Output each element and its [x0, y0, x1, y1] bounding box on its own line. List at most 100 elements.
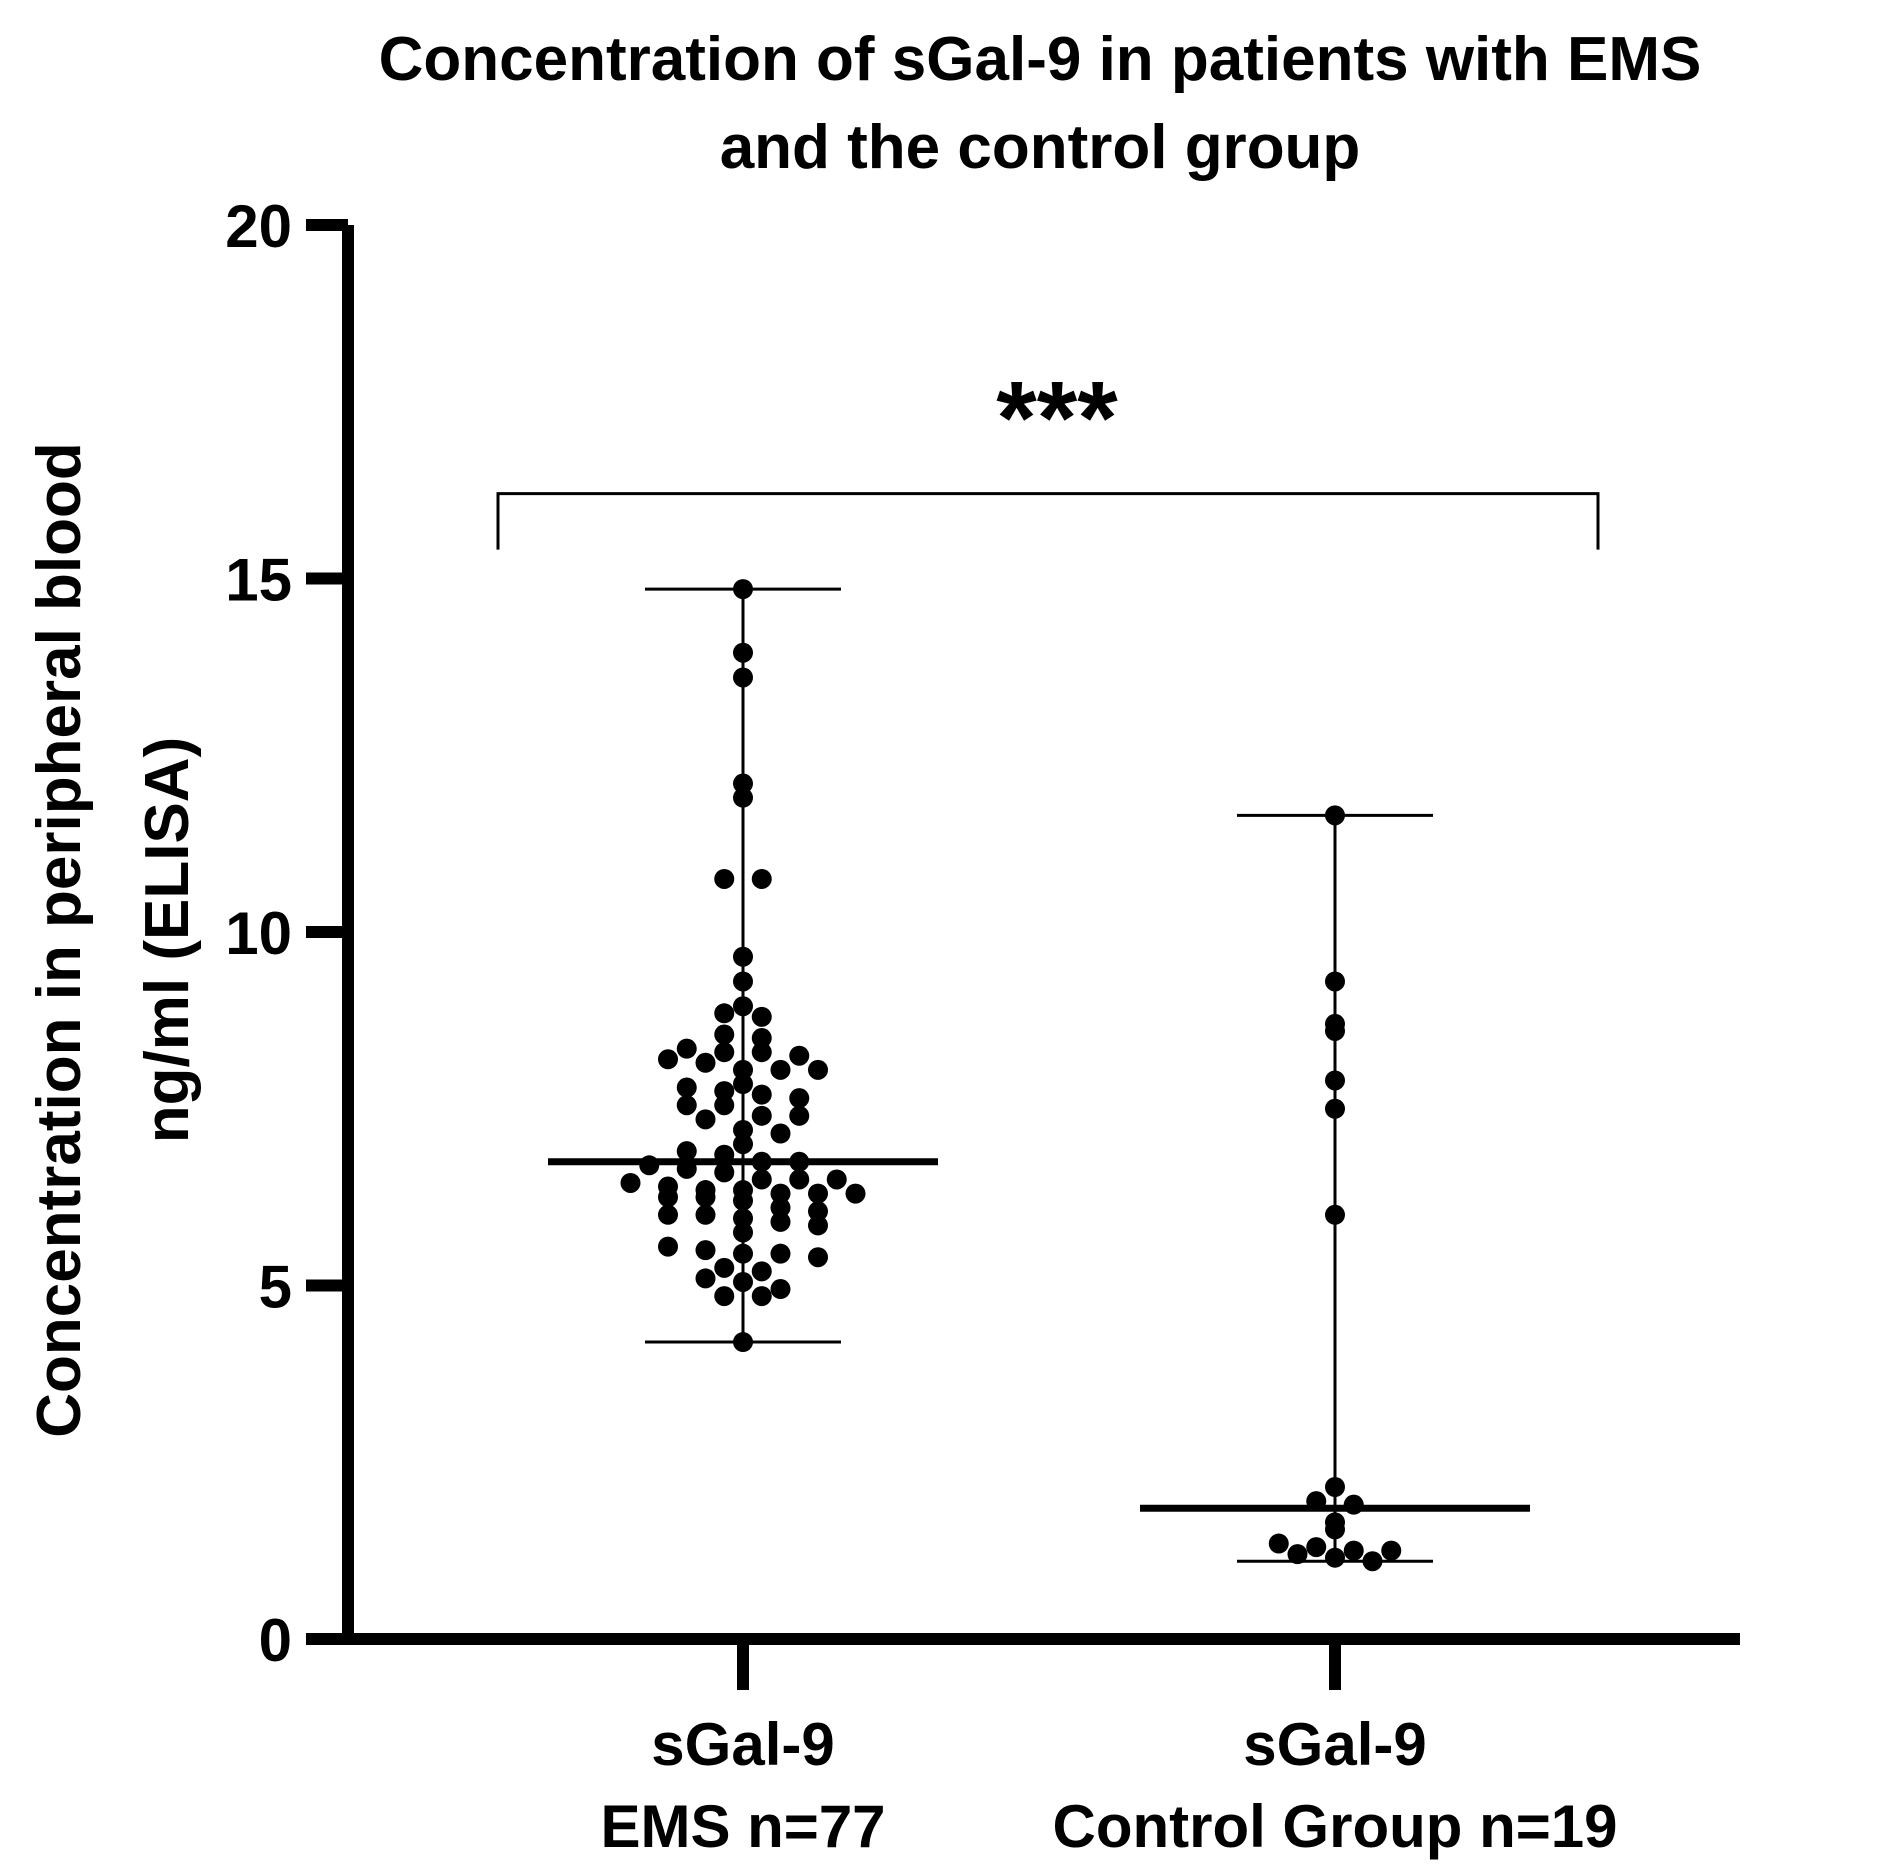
data-point: [751, 1286, 772, 1307]
data-point: [695, 1204, 716, 1225]
data-point: [695, 1052, 716, 1073]
data-point: [733, 773, 753, 794]
data-point: [1325, 1512, 1345, 1533]
data-point: [1325, 1547, 1345, 1568]
data-point: [1287, 1544, 1308, 1565]
x-tick-label: EMS n=77: [600, 1793, 885, 1860]
chart-title-line-1: Concentration of sGal-9 in patients with…: [379, 25, 1702, 94]
data-point: [789, 1105, 810, 1126]
data-point: [751, 1169, 772, 1190]
data-point: [1362, 1551, 1383, 1572]
data-point: [620, 1172, 641, 1193]
data-point: [1325, 1070, 1345, 1091]
data-point: [808, 1215, 828, 1236]
data-point: [1325, 1476, 1345, 1497]
data-point: [676, 1095, 697, 1116]
y-tick-label: 5: [259, 1254, 292, 1321]
data-point: [714, 868, 735, 889]
data-point: [658, 1236, 678, 1257]
data-point: [1325, 971, 1345, 992]
data-point: [676, 1141, 697, 1162]
data-point: [770, 1197, 791, 1218]
data-point: [714, 1024, 735, 1045]
data-point: [770, 1123, 791, 1144]
data-point: [808, 1059, 828, 1080]
data-point: [1381, 1540, 1402, 1561]
data-point: [770, 1183, 791, 1204]
data-point: [826, 1169, 847, 1190]
group-ems: [548, 579, 938, 1353]
data-point: [733, 1059, 753, 1080]
data-point: [751, 1261, 772, 1282]
data-point: [1325, 1098, 1345, 1119]
data-point: [733, 1332, 753, 1353]
data-point: [751, 1028, 772, 1049]
data-point: [1325, 1204, 1345, 1225]
data-point: [733, 667, 753, 688]
data-point: [714, 1042, 735, 1063]
data-point: [695, 1109, 716, 1130]
data-point: [1268, 1533, 1289, 1554]
significance-label: ***: [996, 361, 1118, 477]
data-point: [808, 1247, 828, 1268]
y-tick-label: 10: [225, 900, 292, 967]
data-point: [733, 946, 753, 967]
data-point: [733, 579, 753, 600]
data-point: [733, 1222, 753, 1243]
x-tick-label: sGal-9: [651, 1711, 834, 1778]
data-point: [733, 1134, 753, 1155]
y-axis-label-line-2: ng/ml (ELISA): [133, 737, 202, 1143]
data-point: [770, 1243, 791, 1264]
data-point: [733, 971, 753, 992]
data-point: [751, 1084, 772, 1105]
data-point: [751, 1042, 772, 1063]
data-point: [789, 1088, 810, 1109]
group-control: [1140, 805, 1530, 1572]
data-point: [676, 1077, 697, 1098]
data-point: [770, 1211, 791, 1232]
data-point: [714, 1003, 735, 1024]
data-point: [733, 1271, 753, 1292]
x-tick-label: Control Group n=19: [1052, 1793, 1617, 1860]
data-point: [695, 1180, 716, 1201]
data-point: [733, 1208, 753, 1229]
data-point: [733, 1243, 753, 1264]
x-tick-label: sGal-9: [1243, 1711, 1426, 1778]
data-point: [1325, 805, 1345, 826]
data-point: [658, 1049, 678, 1070]
data-point: [789, 1169, 810, 1190]
y-tick-label: 20: [225, 193, 292, 260]
data-point: [808, 1201, 828, 1222]
data-point: [714, 1095, 735, 1116]
data-point: [695, 1240, 716, 1261]
data-point: [714, 1286, 735, 1307]
data-point: [733, 1119, 753, 1140]
data-point: [751, 868, 772, 889]
y-axis-label-line-1: Concentration in peripheral blood: [25, 442, 94, 1437]
data-point: [714, 1257, 735, 1278]
data-point: [658, 1204, 678, 1225]
data-point: [733, 787, 753, 808]
data-point: [845, 1183, 866, 1204]
data-point: [714, 1081, 735, 1102]
data-point: [714, 1162, 735, 1183]
data-point: [733, 996, 753, 1017]
chart-title-line-2: and the control group: [720, 113, 1361, 182]
y-tick-label: 15: [225, 547, 292, 614]
data-point: [751, 1006, 772, 1027]
data-point: [770, 1279, 791, 1300]
data-point: [676, 1038, 697, 1059]
significance-bracket: [496, 492, 1600, 550]
data-point: [751, 1105, 772, 1126]
data-point: [733, 1180, 753, 1201]
data-point: [1343, 1540, 1364, 1561]
data-point: [695, 1268, 716, 1289]
data-point: [1325, 1013, 1345, 1034]
data-point: [770, 1059, 791, 1080]
data-point: [658, 1176, 678, 1197]
data-point: [733, 642, 753, 663]
data-point: [1306, 1537, 1327, 1558]
data-point: [808, 1183, 828, 1204]
data-point: [733, 1074, 753, 1095]
